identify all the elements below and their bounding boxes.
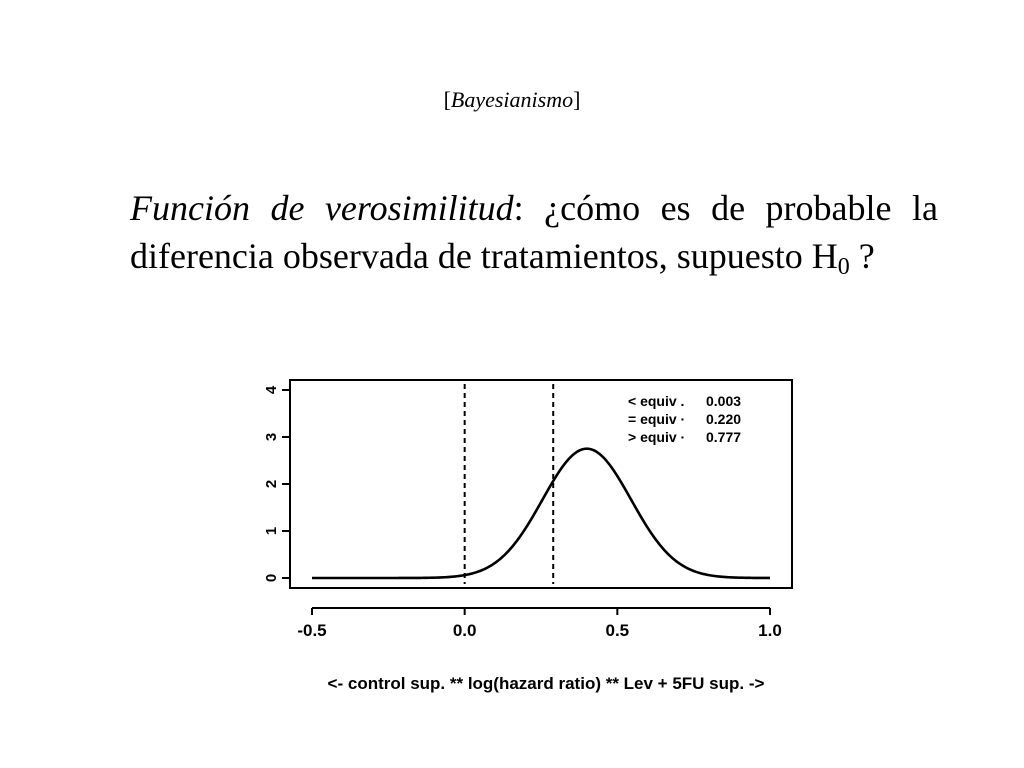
likelihood-chart: 0 1 2 3 4 -0.5 0.0 0.5 1.0 < equiv . 0.003 = equi… (263, 379, 793, 693)
header-close-bracket: ] (573, 87, 581, 112)
y-tick-label: 1 (263, 527, 280, 535)
annotation-label: < equiv . (628, 393, 684, 409)
likelihood-curve (312, 447, 771, 580)
annotation-box: < equiv . 0.003 = equiv · 0.220 > equiv · 0.7… (628, 393, 741, 445)
y-tick-label: 4 (263, 385, 280, 394)
annotation-value: 0.003 (706, 393, 741, 409)
annotation-label: > equiv · (628, 429, 685, 445)
annotation-value: 0.777 (706, 429, 741, 445)
annotation-value: 0.220 (706, 411, 741, 427)
x-tick-label: 1.0 (758, 621, 782, 640)
y-axis: 0 1 2 3 4 (263, 385, 290, 582)
x-axis: -0.5 0.0 0.5 1.0 (297, 607, 782, 640)
header-title: Bayesianismo (450, 87, 574, 112)
dashed-reference-lines (463, 384, 555, 584)
x-tick-label: 0.0 (453, 621, 477, 640)
y-tick-label: 2 (263, 480, 280, 488)
body-ending: ? (849, 236, 875, 276)
body-subscript: 0 (837, 254, 850, 280)
x-tick-label: 0.5 (606, 621, 630, 640)
body-italic-term: Función de verosimilitud (130, 188, 514, 228)
y-tick-label: 3 (263, 433, 280, 441)
body-question: : ¿cómo es de probable la diferencia obs… (130, 188, 938, 276)
slide-header: [Bayesianismo] (0, 86, 1024, 114)
x-tick-label: -0.5 (297, 621, 326, 640)
header-open-bracket: [ (443, 87, 451, 112)
x-axis-label: <- control sup. ** log(hazard ratio) ** … (328, 674, 765, 693)
annotation-label: = equiv · (628, 411, 685, 427)
slide-body-text: Función de verosimilitud: ¿cómo es de pr… (130, 184, 938, 280)
y-tick-label: 0 (263, 574, 280, 582)
curve-layer (312, 447, 771, 580)
